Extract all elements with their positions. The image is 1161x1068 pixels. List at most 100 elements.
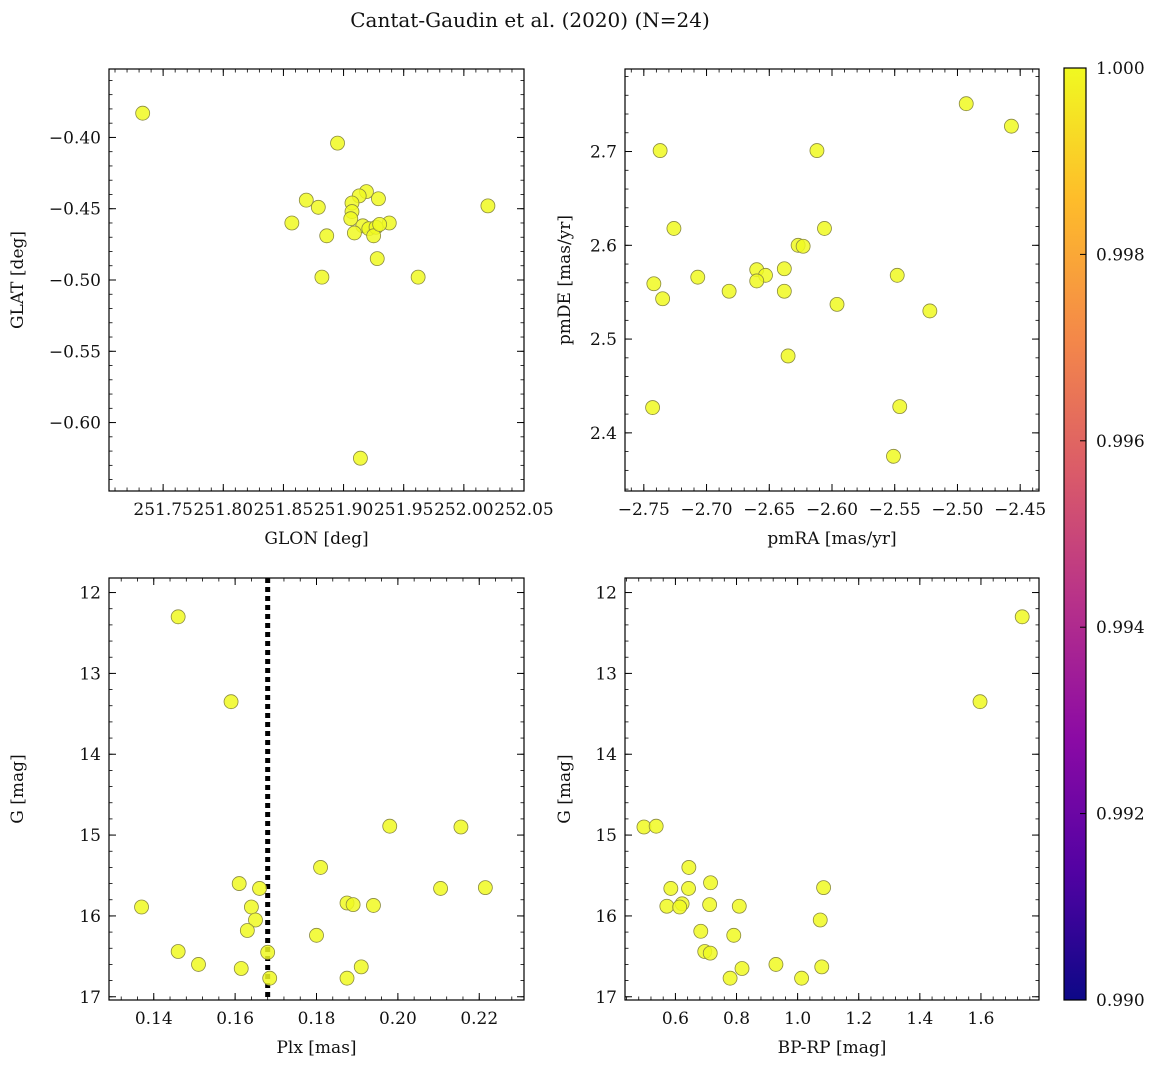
data-point xyxy=(262,970,278,986)
x-axis-label: GLON [deg] xyxy=(264,529,368,549)
panel-1: 251.75 251.80 251.85 251.90 251.95 252.00 252.… xyxy=(8,68,554,549)
x-tick-label: −2.55 xyxy=(869,500,921,520)
y-tick-label: 2.6 xyxy=(590,236,617,256)
y-tick-label: 14 xyxy=(79,745,101,765)
y-tick-label: 15 xyxy=(79,826,101,846)
data-point xyxy=(829,296,845,312)
data-point xyxy=(346,225,362,241)
data-point xyxy=(191,957,206,972)
x-tick-label: −2.70 xyxy=(680,500,732,520)
panel-2: −2.75 −2.70 −2.65 −2.60 −2.55 −2.50 −2.45 2.4 2.… xyxy=(555,68,1046,549)
data-point xyxy=(892,399,908,415)
data-point xyxy=(433,881,448,896)
data-point xyxy=(366,898,381,913)
data-point xyxy=(702,897,718,913)
data-point xyxy=(330,135,345,151)
data-point xyxy=(248,912,263,928)
data-point xyxy=(371,191,386,207)
y-tick-label: 12 xyxy=(79,584,101,604)
x-tick-label: 251.75 xyxy=(133,500,192,520)
data-point xyxy=(382,818,398,834)
colorbar-tick-label: 0.990 xyxy=(1096,991,1145,1011)
data-point xyxy=(749,273,765,289)
data-point xyxy=(666,221,682,236)
y-tick-label: 16 xyxy=(595,907,617,927)
data-point xyxy=(410,269,426,285)
data-point xyxy=(780,348,796,364)
x-tick-label: −2.45 xyxy=(994,500,1046,520)
data-point xyxy=(233,961,249,976)
x-tick-label: −2.75 xyxy=(618,500,670,520)
y-tick-label: −0.55 xyxy=(49,342,101,362)
data-point xyxy=(693,923,709,939)
data-point xyxy=(645,400,660,415)
y-tick-label: 15 xyxy=(595,826,617,846)
data-point xyxy=(369,251,385,267)
data-point xyxy=(652,143,668,158)
axes-frame xyxy=(624,68,1040,492)
data-point xyxy=(477,880,493,896)
y-axis-label: pmDE [mas/yr] xyxy=(555,215,575,345)
data-point xyxy=(681,881,696,896)
panel-3: 0.14 0.16 0.18 0.20 0.22 12 13 14 15 16 17 Plx [mas… xyxy=(8,577,525,1058)
data-point xyxy=(672,899,688,915)
data-point xyxy=(284,215,300,231)
y-axis-label: G [mag] xyxy=(8,754,28,823)
panel-4: 0.6 0.8 1.0 1.2 1.4 1.6 12 13 14 15 16 17 BP-RP [mag… xyxy=(555,577,1040,1058)
y-tick-label: 14 xyxy=(595,745,617,765)
data-point xyxy=(170,944,186,959)
data-point xyxy=(314,269,330,285)
data-point xyxy=(663,881,679,896)
data-point xyxy=(726,927,742,943)
data-point xyxy=(886,448,901,464)
y-tick-label: 17 xyxy=(595,988,617,1008)
x-tick-label: 252.00 xyxy=(434,500,493,520)
x-tick-label: 0.16 xyxy=(216,1009,254,1029)
data-point xyxy=(252,881,267,896)
data-point xyxy=(731,898,747,914)
x-tick-label: 0.14 xyxy=(135,1009,173,1029)
data-point xyxy=(817,221,832,236)
data-point xyxy=(972,694,988,710)
data-point xyxy=(339,970,355,986)
y-tick-label: 2.7 xyxy=(590,143,617,163)
x-tick-label: 252.05 xyxy=(494,500,553,520)
data-point xyxy=(816,880,831,896)
data-point xyxy=(646,276,662,292)
y-tick-label: 17 xyxy=(79,988,101,1008)
x-tick-label: 251.85 xyxy=(254,500,313,520)
y-axis-label: GLAT [deg] xyxy=(8,231,28,329)
panels: 251.75 251.80 251.85 251.90 251.95 252.00 252.… xyxy=(8,68,1046,1058)
data-point xyxy=(135,105,151,121)
data-point xyxy=(776,283,792,299)
data-point xyxy=(734,961,750,976)
data-point xyxy=(809,143,825,158)
data-point xyxy=(812,912,828,928)
data-point xyxy=(922,303,938,319)
y-tick-label: −0.40 xyxy=(49,128,101,148)
colorbar-tick-label: 0.994 xyxy=(1096,618,1145,638)
data-point xyxy=(170,609,186,625)
data-point xyxy=(244,899,259,915)
data-point xyxy=(702,945,718,961)
data-point xyxy=(231,876,247,891)
data-point xyxy=(223,694,239,710)
x-axis-label: Plx [mas] xyxy=(276,1038,356,1058)
x-tick-label: −2.60 xyxy=(806,500,858,520)
data-point xyxy=(480,198,496,214)
data-point xyxy=(298,192,314,208)
data-point xyxy=(958,96,974,112)
y-tick-label: −0.60 xyxy=(49,414,101,434)
x-axis-label: BP-RP [mag] xyxy=(778,1038,887,1058)
x-tick-label: 0.22 xyxy=(460,1009,498,1029)
data-point xyxy=(453,819,469,835)
data-point xyxy=(795,238,811,254)
data-point xyxy=(366,228,382,244)
data-point xyxy=(814,959,830,975)
y-tick-label: 2.5 xyxy=(590,330,617,350)
colorbar-tick-label: 1.000 xyxy=(1096,59,1145,79)
y-tick-label: 16 xyxy=(79,907,101,927)
figure-title: Cantat-Gaudin et al. (2020) (N=24) xyxy=(350,8,710,32)
data-point xyxy=(681,860,697,875)
